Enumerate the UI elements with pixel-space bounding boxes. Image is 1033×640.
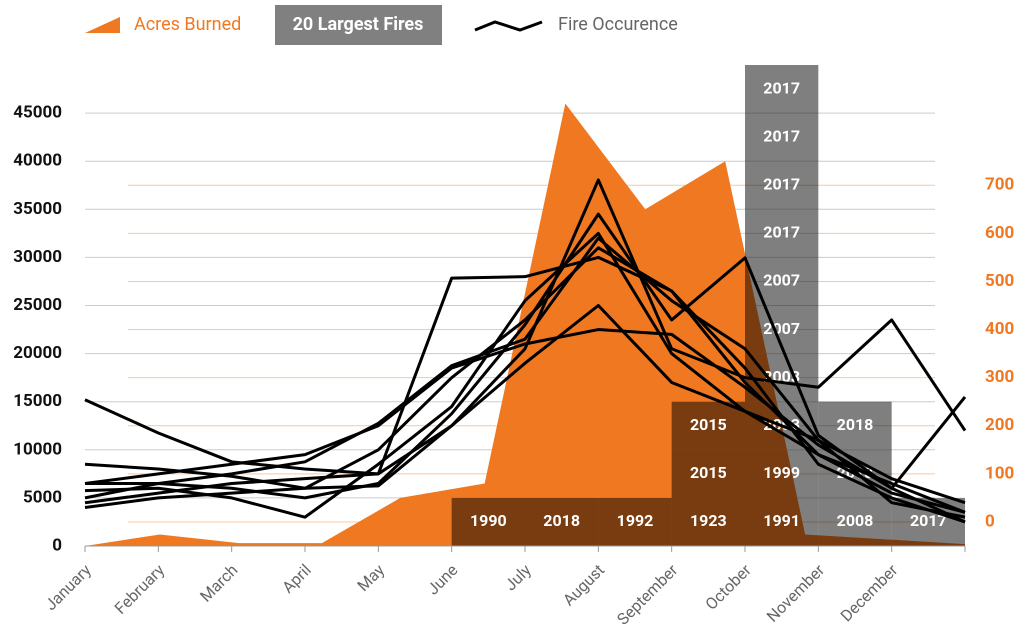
- x-tick-label: April: [278, 560, 315, 597]
- y2-tick-label: 400: [985, 319, 1014, 339]
- fire-block: [818, 497, 892, 546]
- x-tick-label: October: [701, 560, 755, 614]
- fire-year: 2017: [763, 126, 800, 145]
- x-tick-label: February: [111, 560, 169, 618]
- fire-year: 1923: [690, 511, 727, 530]
- fire-year: 1991: [763, 511, 800, 530]
- line: [84, 178, 967, 490]
- fire-year: 2008: [837, 511, 874, 530]
- line: [84, 328, 966, 524]
- x-tick-label: March: [196, 560, 241, 605]
- y2-tick-label: 300: [985, 367, 1014, 387]
- x-tick-label: November: [763, 560, 829, 626]
- y-tick-label: 20000: [13, 343, 62, 363]
- y2-tick-label: 100: [985, 463, 1014, 483]
- x-tick-label: May: [353, 560, 388, 595]
- fire-block: [745, 497, 819, 546]
- x-tick-label: July: [501, 560, 535, 594]
- x-tick-label: December: [837, 560, 902, 625]
- y2-tick-label: 700: [985, 175, 1014, 195]
- y-tick-label: 15000: [13, 391, 62, 411]
- legend-swatch-line: [474, 20, 543, 32]
- y2-tick-label: 200: [985, 415, 1014, 435]
- x-tick-label: August: [559, 560, 608, 609]
- fire-year: 2007: [763, 319, 800, 338]
- y-tick-label: 0: [52, 535, 62, 555]
- fire-block: [598, 497, 672, 546]
- fire-year: 2017: [763, 223, 800, 242]
- fire-year: 2007: [763, 271, 800, 290]
- x-tick-label: January: [41, 560, 95, 614]
- fire-year: 2015: [690, 415, 727, 434]
- fire-year: 2015: [690, 463, 727, 482]
- y-tick-label: 5000: [23, 487, 62, 507]
- fire-block: [671, 449, 745, 498]
- fire-year: 1990: [470, 511, 507, 530]
- fire-block: [745, 449, 819, 498]
- y-tick-label: 40000: [13, 151, 62, 171]
- fire-block: [745, 257, 819, 306]
- fire-year: 2017: [910, 511, 947, 530]
- y2-tick-label: 0: [985, 511, 995, 531]
- y-tick-label: 45000: [13, 103, 62, 123]
- fire-block: [671, 497, 745, 546]
- fire-year: 2017: [763, 174, 800, 193]
- y-tick-label: 25000: [13, 295, 62, 315]
- fire-block: [671, 401, 745, 450]
- fire-block: [525, 497, 599, 546]
- legend-label: Fire Occurence: [558, 14, 678, 35]
- x-tick-label: September: [613, 560, 682, 629]
- y-tick-label: 30000: [13, 247, 62, 267]
- line: [84, 212, 967, 500]
- y-tick-label: 10000: [13, 439, 62, 459]
- legend-swatch-fires: [275, 5, 442, 45]
- fire-year: 2018: [837, 415, 874, 434]
- fire-block: [745, 65, 819, 114]
- y2-tick-label: 500: [985, 271, 1014, 291]
- legend-label: Acres Burned: [134, 14, 241, 35]
- fire-year: 2018: [543, 511, 580, 530]
- fire-year: 1992: [617, 511, 654, 530]
- x-tick-label: June: [423, 560, 461, 598]
- y2-tick-label: 600: [985, 223, 1014, 243]
- fire-block: [818, 401, 892, 450]
- legend-swatch-area: [85, 17, 120, 33]
- fire-year: 2017: [763, 78, 800, 97]
- legend-label: 20 Largest Fires: [293, 14, 424, 35]
- fire-block: [451, 497, 525, 546]
- line: [84, 255, 966, 514]
- line: [84, 246, 966, 524]
- y-tick-label: 35000: [13, 199, 62, 219]
- fire-block: [745, 161, 819, 210]
- fire-block: [745, 209, 819, 258]
- line: [85, 236, 966, 519]
- fire-year: 1999: [763, 463, 800, 482]
- fire-block: [745, 113, 819, 162]
